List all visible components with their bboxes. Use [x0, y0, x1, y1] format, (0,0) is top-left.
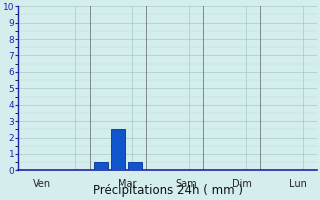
Text: Ven: Ven: [33, 179, 51, 189]
Bar: [128, 162, 142, 170]
Text: Mar: Mar: [118, 179, 137, 189]
Text: Sam: Sam: [175, 179, 196, 189]
Text: Dim: Dim: [232, 179, 252, 189]
X-axis label: Précipitations 24h ( mm ): Précipitations 24h ( mm ): [93, 184, 243, 197]
Bar: [111, 129, 125, 170]
Text: Lun: Lun: [289, 179, 307, 189]
Bar: [94, 162, 108, 170]
